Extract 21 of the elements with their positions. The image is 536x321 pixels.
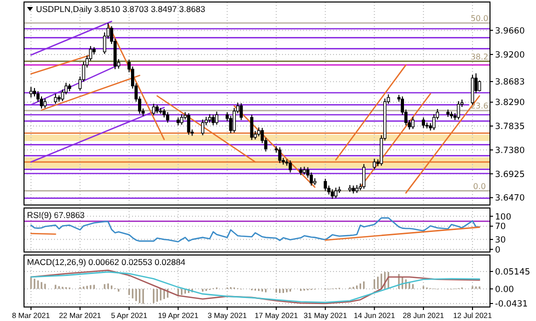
y-tick-label: 3.6925	[495, 170, 525, 180]
y-tick-label: 0	[495, 245, 500, 256]
y-tick-label: 3.9660	[495, 26, 525, 36]
y-tick-label: 70	[495, 222, 506, 232]
y-tick-label: -0.0431	[495, 299, 528, 310]
y-tick-label: 3.7380	[495, 146, 525, 156]
y-tick-label: 3.7835	[495, 122, 525, 132]
y-tick-label: 3.8683	[495, 78, 525, 88]
y-tick-label: 0.05145	[495, 267, 530, 278]
y-tick-label: 0.00	[495, 284, 514, 295]
y-tick-label: 3.8290	[495, 98, 525, 108]
annotation: 0.0	[473, 182, 486, 191]
y-tick-label: 3.9200	[495, 50, 525, 60]
y-tick-label: 3.6470	[495, 194, 525, 204]
y-tick-label: 100	[495, 212, 512, 222]
chart-title: RSI(9) 67.9863	[27, 210, 85, 220]
annotation: 50.0	[470, 14, 488, 23]
chart-title: USDPLN,Daily 3.8510 3.8703 3.8497 3.8683	[36, 4, 206, 14]
annotation: 38.2	[470, 52, 488, 62]
chart-title: MACD(12,26,9) 0.00662 0.02553 0.02884	[27, 257, 186, 267]
y-tick-label: 30	[495, 235, 506, 246]
